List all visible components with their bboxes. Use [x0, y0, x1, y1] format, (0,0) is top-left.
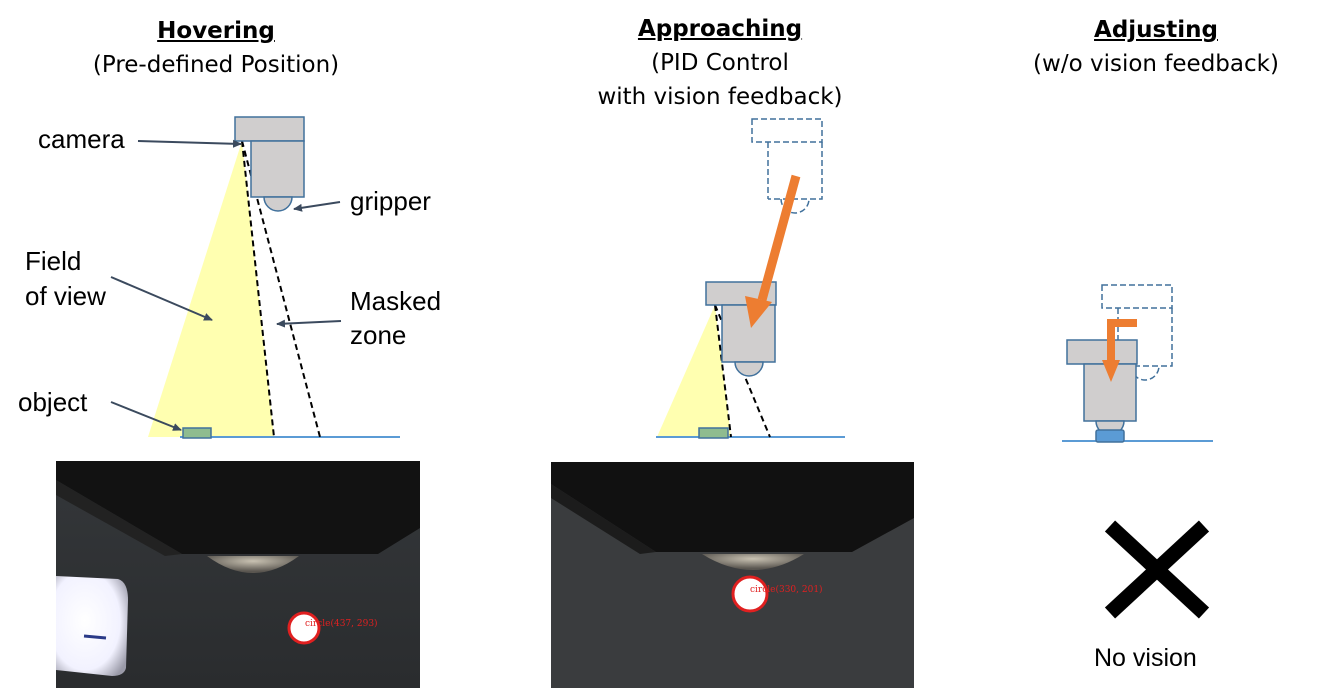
target-object [698, 427, 729, 439]
target-object [182, 427, 212, 439]
camera-mount [1066, 339, 1138, 365]
previous-position-mount [751, 118, 823, 143]
motion-arrow-head [745, 296, 772, 328]
masked-zone-label-line1: Masked [350, 286, 442, 316]
fov-boundary-line [714, 304, 732, 438]
field-of-view-label-line1: Field [25, 246, 82, 276]
field-of-view-cone [657, 305, 731, 437]
phase-approaching-title: Approaching [637, 16, 803, 42]
camera-mount [234, 116, 305, 142]
detection-label-hovering: circle(437, 293) [305, 619, 378, 629]
phase-adjusting-title: Adjusting [1094, 17, 1218, 43]
detection-label-approaching: circle(330, 201) [750, 585, 823, 595]
phase-hovering-title: Hovering [157, 18, 275, 44]
approaching-schematic [656, 118, 845, 439]
masked-zone-pointer-arrow [276, 319, 342, 328]
masked-zone-label-line2: zone [350, 320, 407, 350]
adjusting-schematic [1062, 284, 1213, 443]
phase-approaching-subtitle-line1: (PID Control [651, 50, 789, 76]
detected-circle-marker [731, 575, 769, 613]
phase-approaching-subtitle-line2: with vision feedback) [597, 84, 843, 110]
object-pointer-arrow [110, 401, 182, 431]
previous-position-mount [1101, 284, 1173, 309]
field-of-view-label-line2: of view [25, 281, 106, 311]
fov-pointer-arrow [110, 276, 213, 321]
camera-view-approaching [551, 462, 914, 688]
no-vision-cross-icon [1104, 520, 1210, 619]
gripper-tip [734, 361, 764, 377]
previous-position-tip [780, 198, 810, 214]
phase-adjusting-header: Adjusting (w/o vision feedback) [996, 13, 1316, 81]
camera-pointer-arrow [137, 139, 242, 148]
phase-adjusting-subtitle: (w/o vision feedback) [1033, 51, 1279, 77]
object-label: object [18, 387, 88, 417]
gripper-tip [263, 196, 293, 212]
detected-circle-marker [287, 611, 321, 645]
gripper-body [250, 140, 305, 198]
camera-view-hovering [56, 461, 420, 688]
phase-hovering-header: Hovering (Pre-defined Position) [56, 14, 376, 82]
motion-arrow-shaft [757, 174, 801, 302]
camera-label: camera [38, 124, 125, 154]
no-vision-label: No vision [1094, 644, 1197, 672]
gripper-label: gripper [350, 186, 431, 216]
gripper-pointer-arrow [293, 201, 341, 212]
grasped-object [1095, 429, 1125, 443]
hovering-schematic [110, 116, 400, 439]
phase-hovering-subtitle: (Pre-defined Position) [92, 52, 340, 78]
motion-arrow-shaft [1107, 319, 1137, 364]
phase-approaching-header: Approaching (PID Control with vision fee… [560, 12, 880, 114]
field-of-view-cone [148, 141, 274, 437]
motion-arrow-head [1102, 360, 1120, 382]
